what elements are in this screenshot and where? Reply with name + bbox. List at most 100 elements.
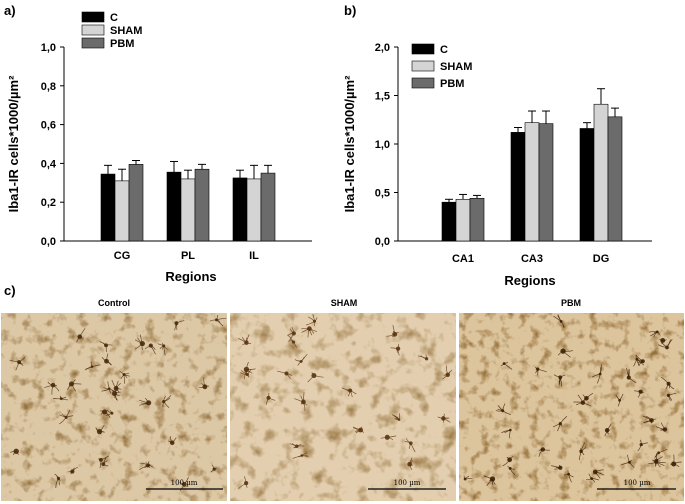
microglia-cell bbox=[67, 379, 82, 392]
microglia-cell bbox=[210, 464, 218, 473]
micrograph-control-cells bbox=[9, 315, 227, 492]
micrograph-pbm-scale-label: 100 µm bbox=[624, 479, 651, 487]
chart-b-legend-swatch-c bbox=[411, 43, 435, 55]
chart-a-y-tick-label: 0,2 bbox=[41, 197, 56, 209]
microglia-cell bbox=[615, 393, 624, 407]
microglia-cell bbox=[484, 475, 496, 487]
micrograph-sham-title: SHAM bbox=[331, 298, 358, 308]
microglia-cell bbox=[179, 477, 189, 492]
microglia-cell bbox=[54, 473, 61, 489]
chart-b-x-tick-label: DG bbox=[593, 253, 610, 265]
chart-a-y-tick-label: 0,8 bbox=[41, 81, 56, 93]
microglia-cell bbox=[294, 353, 308, 366]
microglia-cell bbox=[380, 434, 397, 441]
micrograph-sham-stain bbox=[230, 313, 456, 501]
microglia-cell bbox=[648, 458, 666, 466]
chart-a-bar-pbm-pl bbox=[194, 168, 210, 242]
microglia-cell bbox=[162, 395, 172, 408]
chart-b-y-tick-label: 1,5 bbox=[375, 91, 390, 103]
chart-b-x-tick-label: CA3 bbox=[521, 253, 543, 265]
microglia-cell bbox=[238, 334, 252, 346]
chart-b-bar-c-dg bbox=[579, 128, 595, 242]
micrograph-pbm-stain bbox=[459, 313, 684, 501]
microglia-cell bbox=[648, 330, 661, 338]
micrograph-control-title: Control bbox=[98, 298, 130, 308]
chart-b-x-tick-label: CA1 bbox=[452, 253, 474, 265]
microglia-cell bbox=[501, 428, 512, 439]
chart-a-bar-sham-il bbox=[246, 178, 262, 242]
chart-a-legend-label-c: C bbox=[110, 12, 118, 24]
microglia-cell bbox=[111, 389, 121, 401]
microglia-cell bbox=[670, 454, 682, 467]
microglia-cell bbox=[642, 415, 657, 424]
micrograph-pbm-cells bbox=[463, 314, 682, 487]
micrograph-sham: SHAM 100 µm bbox=[230, 298, 456, 501]
chart-a-legend-label-pbm: PBM bbox=[110, 38, 134, 50]
microglia-cell bbox=[563, 470, 574, 483]
microglia-cell bbox=[591, 364, 603, 384]
microglia-cell bbox=[386, 325, 399, 337]
microglia-cell bbox=[551, 464, 563, 470]
chart-b-x-axis-title: Regions bbox=[504, 273, 555, 288]
microglia-cell bbox=[95, 424, 105, 435]
microglia-cell bbox=[578, 442, 587, 461]
chart-b-bar-sham-ca3 bbox=[524, 122, 540, 242]
microglia-cell bbox=[553, 374, 566, 387]
chart-b-legend-swatch-sham bbox=[411, 60, 435, 72]
chart-b-bar-c-ca3 bbox=[510, 132, 526, 242]
panel-b-label: b) bbox=[344, 3, 356, 18]
chart-a-x-tick-label: PL bbox=[181, 250, 195, 262]
microglia-cell bbox=[59, 409, 74, 425]
chart-a-y-axis-title: Iba1-IR cells*1000/µm² bbox=[6, 75, 21, 213]
microglia-cell bbox=[99, 341, 113, 352]
chart-b-bar-pbm-ca3 bbox=[538, 123, 554, 242]
chart-a-legend-swatch-c bbox=[81, 11, 105, 23]
microglia-cell bbox=[84, 361, 101, 371]
chart-a-legend-label-sham: SHAM bbox=[110, 25, 142, 37]
chart-a-bar-c-il bbox=[232, 177, 248, 242]
chart-a-y-tick-label: 1,0 bbox=[41, 42, 56, 54]
chart-b-legend-label-sham: SHAM bbox=[440, 61, 472, 73]
microglia-cell bbox=[44, 381, 60, 395]
microglia-cell bbox=[621, 454, 635, 468]
microglia-cell bbox=[404, 438, 416, 453]
microglia-cell bbox=[407, 457, 413, 471]
microglia-cell bbox=[138, 464, 152, 471]
micrograph-control: Control 100 µm bbox=[1, 298, 227, 501]
microglia-cell bbox=[238, 476, 249, 489]
microglia-cell bbox=[198, 377, 210, 390]
microglia-cell bbox=[661, 376, 675, 390]
microglia-cell bbox=[101, 353, 112, 366]
microglia-cell bbox=[174, 320, 185, 331]
microglia-cell bbox=[553, 314, 565, 328]
microglia-cell bbox=[144, 343, 156, 355]
micrograph-control-stain bbox=[1, 313, 227, 501]
micrograph-pbm: PBM 100 µm bbox=[459, 298, 684, 501]
micrograph-sham-scale-label: 100 µm bbox=[394, 479, 421, 487]
microglia-cell bbox=[134, 334, 145, 351]
chart-b-bar-sham-dg bbox=[593, 103, 609, 242]
microglia-cell bbox=[243, 361, 256, 380]
chart-a-x-tick-label: IL bbox=[249, 250, 259, 262]
microglia-cell bbox=[209, 315, 227, 327]
chart-a-y-tick-label: 0,6 bbox=[41, 120, 56, 132]
microglia-cell bbox=[111, 379, 122, 398]
microglia-cell bbox=[287, 327, 296, 342]
microglia-cell bbox=[573, 394, 592, 407]
microglia-cell bbox=[538, 447, 550, 457]
chart-b-y-tick-label: 0,0 bbox=[375, 236, 390, 248]
chart-b-bar-pbm-ca1 bbox=[469, 198, 485, 242]
microglia-cell bbox=[294, 392, 308, 412]
microglia-cell bbox=[655, 422, 668, 432]
microglia-cell bbox=[659, 338, 667, 345]
microglia-cell bbox=[604, 423, 612, 436]
microglia-cell bbox=[463, 475, 473, 481]
chart-a-legend-swatch-pbm bbox=[81, 37, 105, 49]
panel-a-label: a) bbox=[4, 3, 16, 18]
microglia-cell bbox=[289, 443, 305, 449]
chart-a-bar-pbm-cg bbox=[128, 164, 144, 242]
microglia-cell bbox=[418, 354, 429, 361]
microglia-cell bbox=[391, 413, 401, 421]
chart-b-legend-swatch-pbm bbox=[411, 77, 435, 89]
